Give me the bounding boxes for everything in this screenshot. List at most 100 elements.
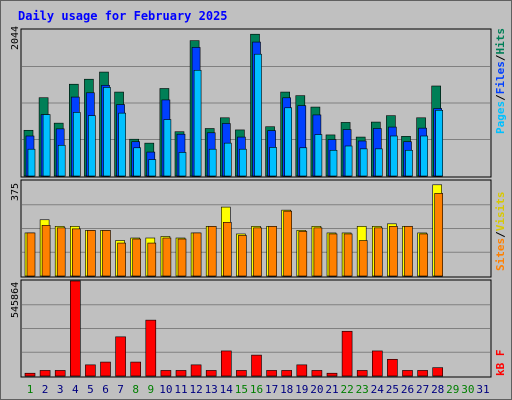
day-label: 9 — [147, 383, 154, 396]
bar-hits — [374, 148, 383, 177]
bar-kbf — [341, 330, 353, 377]
bar-sites — [298, 231, 308, 277]
bar-sites — [389, 226, 398, 277]
bar-sites — [72, 228, 81, 277]
bar-kbf — [432, 367, 444, 377]
mid-max-label: 375 — [10, 183, 21, 201]
day-label: 16 — [250, 383, 263, 396]
bar-sites — [132, 238, 141, 277]
bar-kbf — [130, 361, 141, 377]
bar-hits — [133, 147, 141, 177]
bar-kbf — [100, 361, 111, 377]
bar-kbf — [70, 280, 81, 377]
bar-kbf — [205, 370, 217, 377]
bar-sites — [162, 237, 172, 277]
bar-kbf — [371, 350, 383, 377]
bar-hits — [420, 135, 428, 177]
day-label: 3 — [57, 383, 64, 396]
bar-kbf — [251, 354, 262, 377]
bar-kbf — [387, 358, 398, 377]
bar-kbf — [175, 370, 187, 377]
day-label: 30 — [461, 383, 474, 396]
bar-hits — [178, 152, 187, 177]
day-label: 14 — [220, 383, 234, 396]
bar-sites — [328, 233, 338, 277]
bar-sites — [419, 233, 428, 277]
bar-kbf — [266, 370, 277, 377]
day-label: 13 — [205, 383, 218, 396]
day-label: 23 — [356, 383, 369, 396]
day-label: 2 — [42, 383, 49, 396]
legend-files: Files — [494, 61, 507, 94]
day-label: 6 — [102, 383, 109, 396]
bar-kbf — [24, 372, 36, 377]
chart-title: Daily usage for February 2025 — [18, 9, 228, 23]
bar-hits — [42, 114, 51, 177]
bar-hits — [118, 112, 126, 177]
bar-hits — [299, 147, 308, 177]
bar-sites — [343, 233, 353, 277]
bar-kbf — [145, 319, 157, 377]
bar-kbf — [54, 370, 66, 377]
bar-hits — [148, 159, 157, 177]
bar-sites — [404, 226, 413, 277]
bar-kbf — [221, 350, 232, 377]
day-label: 12 — [189, 383, 202, 396]
day-label: 31 — [476, 383, 489, 396]
legend-kbf: kB F — [494, 350, 507, 377]
legend-sites: Sites — [494, 238, 507, 271]
bar-hits — [88, 115, 96, 177]
bar-hits — [163, 119, 172, 177]
bar-hits — [224, 142, 232, 177]
day-label: 4 — [72, 383, 79, 396]
day-label: 21 — [325, 383, 338, 396]
legend-sep-2: / — [494, 54, 507, 61]
bar-hits — [435, 109, 444, 177]
bar-kbf — [326, 372, 338, 377]
day-label: 28 — [431, 383, 444, 396]
bar-sites — [87, 230, 96, 277]
day-label: 25 — [386, 383, 399, 396]
bar-kbf — [281, 370, 293, 377]
day-label: 10 — [159, 383, 172, 396]
bar-sites — [268, 226, 277, 277]
day-label: 24 — [371, 383, 385, 396]
legend-hits: Hits — [494, 28, 507, 55]
bar-sites — [177, 238, 187, 277]
bar-sites — [56, 227, 66, 277]
bar-sites — [373, 227, 383, 277]
bar-hits — [27, 148, 36, 177]
day-label: 8 — [132, 383, 139, 396]
legend-pages: Pages — [494, 101, 507, 134]
bar-hits — [193, 69, 202, 177]
bar-sites — [313, 227, 323, 277]
bar-hits — [103, 87, 111, 177]
bar-kbf — [236, 370, 247, 377]
day-label: 7 — [117, 383, 124, 396]
bar-kbf — [402, 370, 413, 377]
bar-sites — [358, 240, 368, 277]
day-label: 1 — [27, 383, 34, 396]
bar-sites — [253, 227, 262, 277]
bar-hits — [314, 134, 323, 177]
day-label: 17 — [265, 383, 278, 396]
bar-hits — [284, 107, 293, 177]
day-label: 19 — [295, 383, 308, 396]
legend-sep-1: / — [494, 94, 507, 101]
legend-visits: Visits — [494, 192, 507, 232]
bar-hits — [239, 148, 247, 177]
bar-hits — [390, 135, 398, 177]
bar-kbf — [190, 364, 202, 377]
bar-hits — [254, 53, 262, 177]
bar-sites — [41, 225, 51, 277]
bar-kbf — [39, 370, 51, 377]
bar-sites — [102, 230, 111, 277]
bar-sites — [207, 226, 217, 277]
bar-sites — [238, 235, 247, 277]
top-max-label: 2044 — [10, 26, 21, 50]
day-label: 5 — [87, 383, 94, 396]
bar-sites — [117, 242, 126, 277]
day-label: 11 — [174, 383, 187, 396]
bar-kbf — [115, 336, 126, 377]
